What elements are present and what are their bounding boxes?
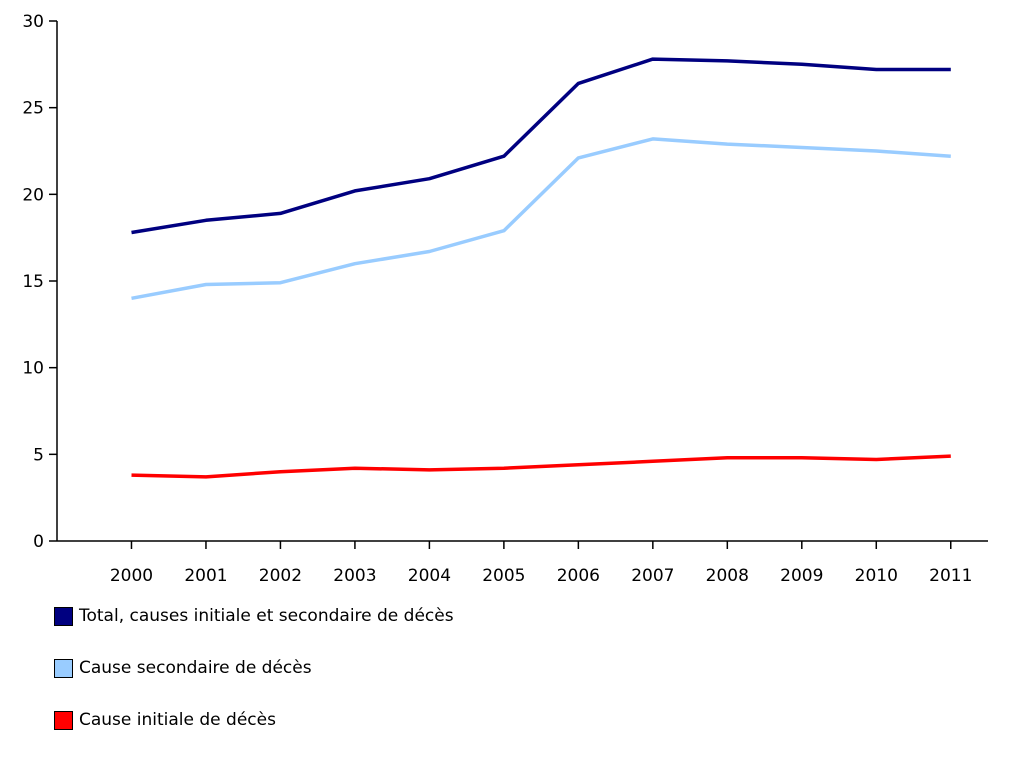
x-tick-label: 2004 [408, 566, 451, 586]
x-tick-label: 2008 [706, 566, 749, 586]
legend-item-secondaire: Cause secondaire de décès [54, 658, 454, 678]
y-tick-label: 30 [22, 12, 44, 32]
x-tick-label: 2001 [184, 566, 227, 586]
series-line-2 [131, 454, 951, 479]
x-tick-label: 2010 [855, 566, 898, 586]
y-tick-label: 10 [22, 359, 44, 379]
axes [49, 20, 988, 549]
x-tick-label: 2006 [557, 566, 600, 586]
legend-item-initiale: Cause initiale de décès [54, 710, 454, 730]
x-tick-label: 2007 [631, 566, 674, 586]
y-tick-label: 5 [33, 445, 44, 465]
series-line-0 [131, 57, 951, 235]
legend-label-total: Total, causes initiale et secondaire de … [79, 606, 454, 626]
legend-swatch-secondaire [54, 658, 73, 678]
x-tick-label: 2000 [110, 566, 153, 586]
x-tick-label: 2011 [929, 566, 972, 586]
x-tick-label: 2005 [482, 566, 525, 586]
legend-label-initiale: Cause initiale de décès [79, 710, 276, 730]
x-tick-label: 2003 [333, 566, 376, 586]
y-tick-label: 20 [22, 185, 44, 205]
x-tick-label: 2009 [780, 566, 823, 586]
y-axis-tick-labels: 0 5 10 15 20 25 30 [22, 12, 44, 552]
y-tick-label: 25 [22, 99, 44, 119]
legend-swatch-total [54, 606, 73, 626]
legend-item-total: Total, causes initiale et secondaire de … [54, 606, 454, 626]
x-axis-tick-labels: 2000 2001 2002 2003 2004 2005 2006 2007 2008 2009… [110, 566, 973, 586]
y-tick-label: 0 [33, 532, 44, 552]
x-tick-label: 2002 [259, 566, 302, 586]
legend-swatch-initiale [54, 710, 73, 730]
series-lines [131, 57, 951, 479]
y-tick-label: 15 [22, 272, 44, 292]
legend: Total, causes initiale et secondaire de … [54, 606, 454, 762]
legend-label-secondaire: Cause secondaire de décès [79, 658, 312, 678]
series-line-1 [131, 137, 951, 301]
